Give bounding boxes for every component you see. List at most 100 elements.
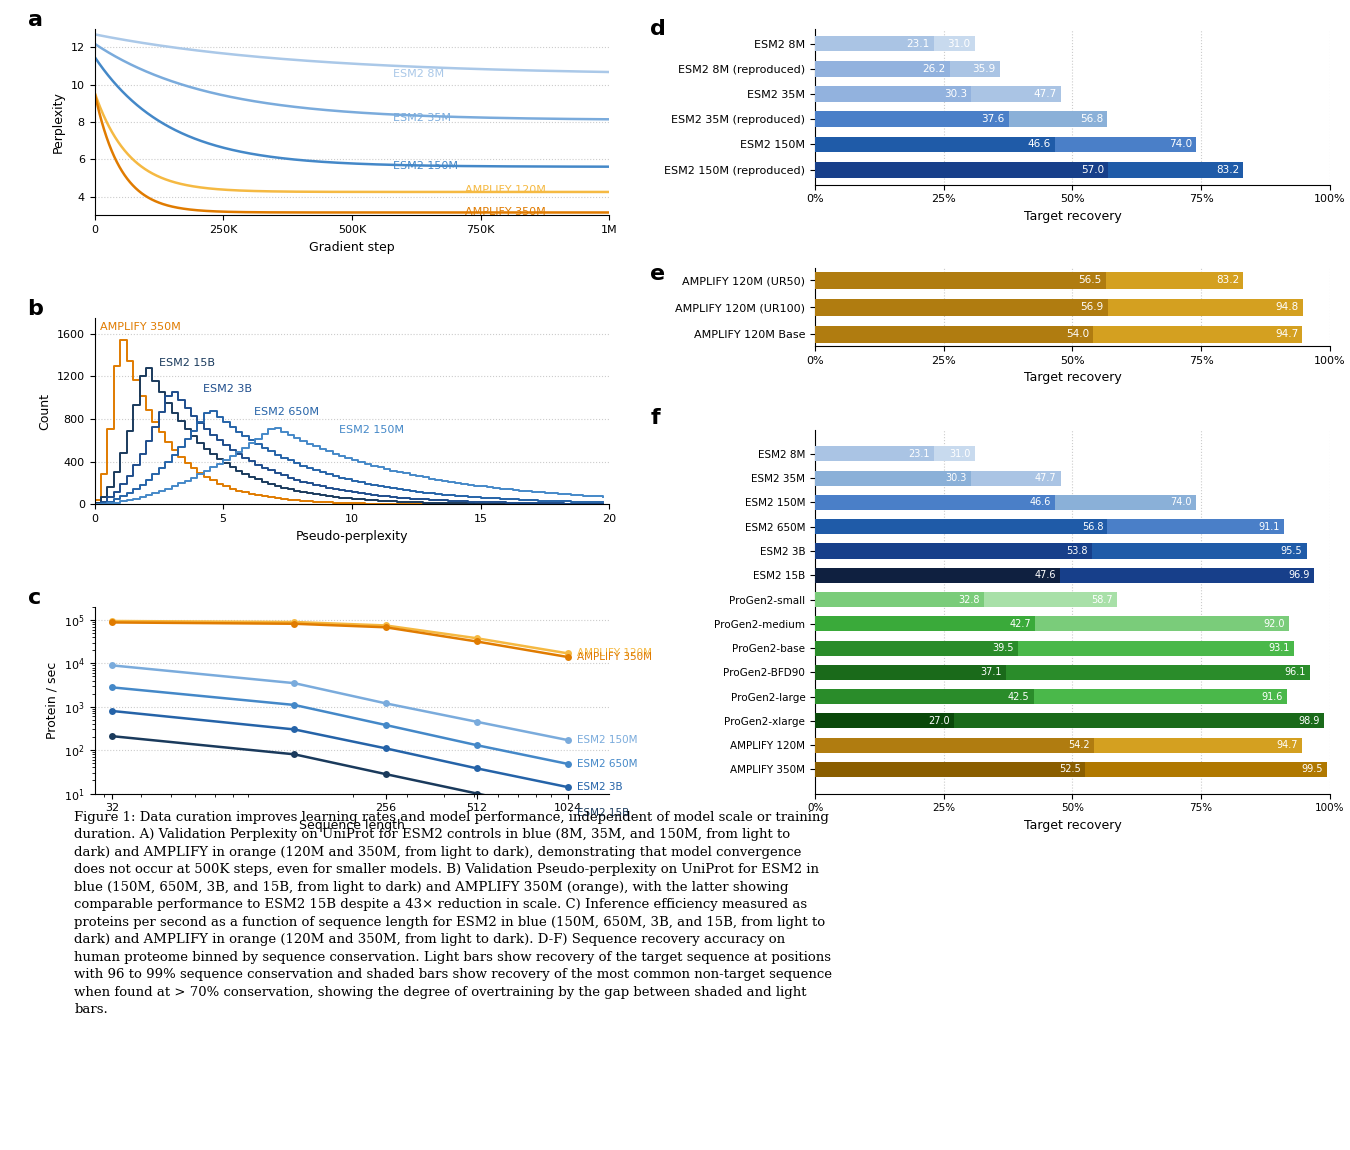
X-axis label: Gradient step: Gradient step (309, 240, 394, 253)
Text: 37.1: 37.1 (980, 667, 1002, 677)
X-axis label: Target recovery: Target recovery (1023, 210, 1122, 223)
Text: ESM2 15B: ESM2 15B (159, 358, 215, 368)
Bar (815, 762, 1085, 777)
Text: ESM2 15B: ESM2 15B (578, 808, 629, 819)
Text: 31.0: 31.0 (948, 39, 971, 48)
Text: 42.7: 42.7 (1008, 619, 1030, 629)
Text: 95.5: 95.5 (1281, 546, 1303, 555)
Bar (815, 665, 1310, 680)
Text: c: c (27, 589, 40, 608)
Text: f: f (651, 408, 660, 428)
Bar (815, 616, 1289, 631)
Y-axis label: Count: Count (38, 392, 51, 430)
Text: 35.9: 35.9 (972, 64, 996, 74)
Bar (815, 112, 1008, 128)
Text: 47.7: 47.7 (1035, 473, 1057, 483)
Text: 83.2: 83.2 (1216, 164, 1239, 175)
Bar (815, 446, 975, 461)
Text: 23.1: 23.1 (909, 448, 930, 459)
Bar (815, 494, 1054, 509)
Bar (815, 86, 971, 102)
Bar (815, 271, 1106, 289)
Bar (815, 162, 1243, 177)
Bar (815, 137, 1054, 152)
Text: ESM2 35M: ESM2 35M (393, 114, 451, 123)
Text: a: a (27, 10, 43, 30)
Bar (815, 271, 1243, 289)
Bar (815, 762, 1327, 777)
Text: 30.3: 30.3 (944, 89, 967, 99)
Bar (815, 737, 1094, 753)
Text: 56.8: 56.8 (1080, 114, 1103, 124)
Text: 27.0: 27.0 (929, 716, 950, 726)
Bar (815, 592, 984, 607)
Bar (815, 36, 934, 52)
Bar (815, 470, 1061, 485)
Bar (815, 689, 1034, 704)
Text: 83.2: 83.2 (1216, 275, 1239, 285)
Text: AMPLIFY 120M: AMPLIFY 120M (464, 185, 545, 196)
Text: 94.8: 94.8 (1276, 302, 1299, 312)
Text: 91.1: 91.1 (1258, 522, 1280, 531)
Text: 96.1: 96.1 (1284, 667, 1305, 677)
Text: ESM2 150M: ESM2 150M (393, 161, 458, 171)
Text: 96.9: 96.9 (1288, 570, 1309, 581)
Text: Figure 1: Data curation improves learning rates and model performance, independe: Figure 1: Data curation improves learnin… (74, 811, 832, 1017)
Bar (815, 86, 1061, 102)
Bar (815, 112, 1107, 128)
Text: b: b (27, 299, 43, 320)
Text: 58.7: 58.7 (1091, 595, 1112, 605)
Text: 23.1: 23.1 (907, 39, 930, 48)
Bar (815, 568, 1060, 583)
Bar (815, 299, 1303, 315)
Text: 56.8: 56.8 (1081, 522, 1103, 531)
Text: 57.0: 57.0 (1081, 164, 1104, 175)
Text: 52.5: 52.5 (1060, 765, 1081, 774)
Text: AMPLIFY 350M: AMPLIFY 350M (464, 207, 545, 216)
Text: 74.0: 74.0 (1169, 139, 1192, 150)
Bar (815, 737, 1303, 753)
Bar (815, 446, 934, 461)
Text: 26.2: 26.2 (922, 64, 946, 74)
Bar (815, 519, 1284, 535)
Bar (815, 36, 975, 52)
Bar (815, 470, 971, 485)
Text: 54.0: 54.0 (1065, 329, 1089, 339)
Text: 37.6: 37.6 (981, 114, 1004, 124)
Bar (815, 162, 1108, 177)
Text: 56.9: 56.9 (1080, 302, 1104, 312)
Text: AMPLIFY 120M: AMPLIFY 120M (578, 649, 652, 659)
Text: 98.9: 98.9 (1299, 716, 1320, 726)
Bar (815, 544, 1092, 559)
Bar (815, 519, 1107, 535)
Bar (815, 568, 1314, 583)
Bar (815, 592, 1118, 607)
Bar (815, 665, 1006, 680)
Bar (815, 544, 1307, 559)
Text: 31.0: 31.0 (949, 448, 971, 459)
Text: ESM2 3B: ESM2 3B (578, 782, 624, 792)
Text: 74.0: 74.0 (1170, 498, 1192, 507)
Bar (815, 494, 1196, 509)
Text: 47.6: 47.6 (1034, 570, 1056, 581)
Bar (815, 689, 1287, 704)
Bar (815, 641, 1295, 656)
Text: ESM2 150M: ESM2 150M (339, 424, 404, 435)
Text: 46.6: 46.6 (1027, 139, 1050, 150)
Bar (815, 713, 954, 728)
Bar (815, 641, 1018, 656)
Text: 99.5: 99.5 (1301, 765, 1323, 774)
Bar (815, 137, 1196, 152)
Text: 32.8: 32.8 (958, 595, 980, 605)
Text: 93.1: 93.1 (1269, 643, 1291, 653)
Text: ESM2 3B: ESM2 3B (202, 384, 251, 394)
Text: 54.2: 54.2 (1068, 741, 1089, 750)
Text: 56.5: 56.5 (1079, 275, 1102, 285)
Y-axis label: Protein / sec: Protein / sec (46, 661, 58, 738)
Bar (815, 616, 1035, 631)
Text: 30.3: 30.3 (945, 473, 967, 483)
Text: 94.7: 94.7 (1277, 741, 1299, 750)
Text: ESM2 8M: ESM2 8M (393, 69, 444, 79)
Text: 39.5: 39.5 (992, 643, 1014, 653)
Text: ESM2 650M: ESM2 650M (578, 759, 639, 769)
